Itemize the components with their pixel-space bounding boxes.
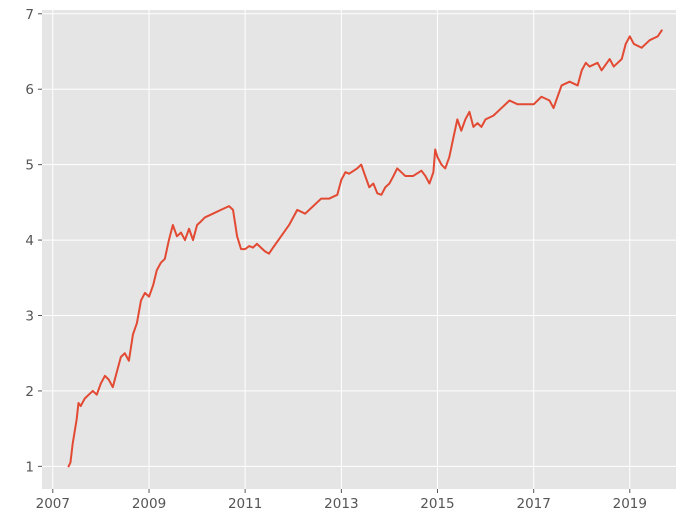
- y-tick-label: 3: [25, 309, 34, 325]
- y-tick-label: 5: [25, 158, 34, 174]
- x-tick-label: 2013: [324, 496, 358, 512]
- y-tick-label: 6: [25, 82, 34, 98]
- y-tick-label: 1: [25, 459, 34, 475]
- x-tick-labels: 2007 2009 2011 2013 2015 2017 2019: [36, 496, 647, 512]
- y-tick-labels: 1 2 3 4 5 6 7: [25, 7, 34, 476]
- y-tick-label: 7: [25, 7, 34, 23]
- x-tick-label: 2015: [420, 496, 454, 512]
- x-tick-label: 2019: [613, 496, 647, 512]
- series-group: [67, 29, 663, 468]
- x-tick-label: 2009: [132, 496, 166, 512]
- plot-area: [42, 10, 676, 489]
- axis-ticks: [38, 13, 631, 493]
- y-tick-label: 4: [25, 233, 34, 249]
- y-tick-label: 2: [25, 384, 34, 400]
- x-tick-label: 2011: [228, 496, 262, 512]
- series-line: [67, 29, 663, 468]
- x-tick-label: 2007: [36, 496, 70, 512]
- x-tick-label: 2017: [517, 496, 551, 512]
- gridlines: [42, 10, 676, 489]
